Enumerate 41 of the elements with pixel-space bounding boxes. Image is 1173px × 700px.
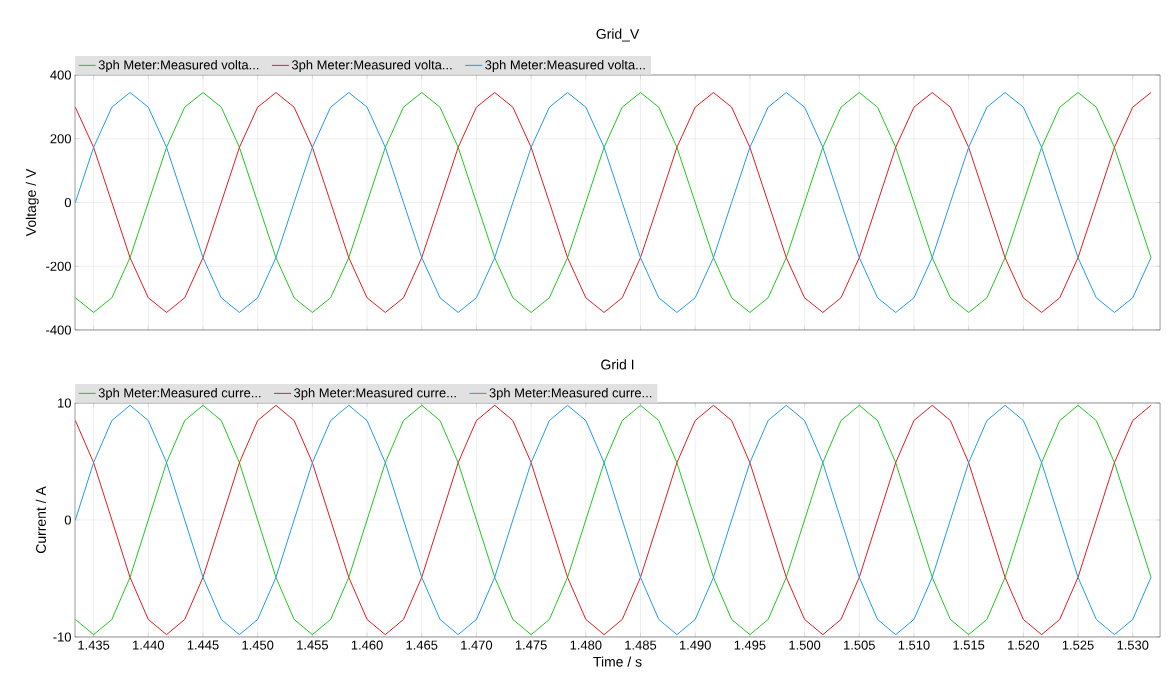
- x-tick-label: 1.500: [789, 640, 821, 650]
- y-tick-label: -200: [46, 261, 71, 271]
- y-tick-label: 10: [58, 398, 71, 408]
- x-axis-title: Time / s: [593, 656, 642, 667]
- x-tick-label: 1.490: [679, 640, 711, 650]
- x-tick-label: 1.515: [953, 640, 985, 650]
- y-tick-label: 400: [50, 70, 71, 80]
- legend-label: 3ph Meter:Measured curre...: [294, 387, 456, 400]
- x-tick-label: 1.480: [570, 640, 602, 650]
- x-tick-label: 1.460: [351, 640, 383, 650]
- legend-label: 3ph Meter:Measured volta...: [291, 59, 452, 72]
- x-tick-label: 1.445: [187, 640, 219, 650]
- y-tick-label: 0: [64, 515, 71, 525]
- x-tick-label: 1.435: [78, 640, 110, 650]
- x-tick-label: 1.525: [1062, 640, 1094, 650]
- x-tick-label: 1.485: [625, 640, 657, 650]
- x-tick-label: 1.520: [1008, 640, 1040, 650]
- x-tick-label: 1.440: [133, 640, 164, 650]
- x-tick-label: 1.450: [242, 640, 274, 650]
- y-axis-title: Current / A: [35, 486, 46, 553]
- x-tick-label: 1.465: [406, 640, 438, 650]
- legend-label: 3ph Meter:Measured curre...: [489, 387, 652, 400]
- line-series: [75, 92, 1152, 313]
- x-tick-label: 1.455: [297, 640, 329, 650]
- legend-label: 3ph Meter:Measured volta...: [98, 59, 259, 72]
- y-tick-label: -10: [53, 632, 71, 642]
- y-tick-label: 200: [50, 134, 71, 144]
- line-series: [75, 404, 1152, 636]
- x-tick-label: 1.470: [461, 640, 493, 650]
- x-tick-label: 1.505: [844, 640, 875, 650]
- y-tick-label: 0: [64, 197, 71, 208]
- y-tick-label: -400: [46, 325, 71, 335]
- legend-label: 3ph Meter:Measured curre...: [98, 387, 261, 400]
- chart-title: Grid_V: [596, 28, 640, 42]
- x-tick-label: 1.510: [898, 640, 930, 650]
- chart-title: Grid I: [601, 359, 634, 370]
- x-tick-label: 1.495: [734, 640, 766, 650]
- x-tick-label: 1.475: [515, 640, 547, 650]
- x-tick-label: 1.530: [1117, 640, 1149, 650]
- legend-label: 3ph Meter:Measured volta...: [485, 59, 645, 72]
- y-axis-title: Voltage / V: [25, 168, 39, 237]
